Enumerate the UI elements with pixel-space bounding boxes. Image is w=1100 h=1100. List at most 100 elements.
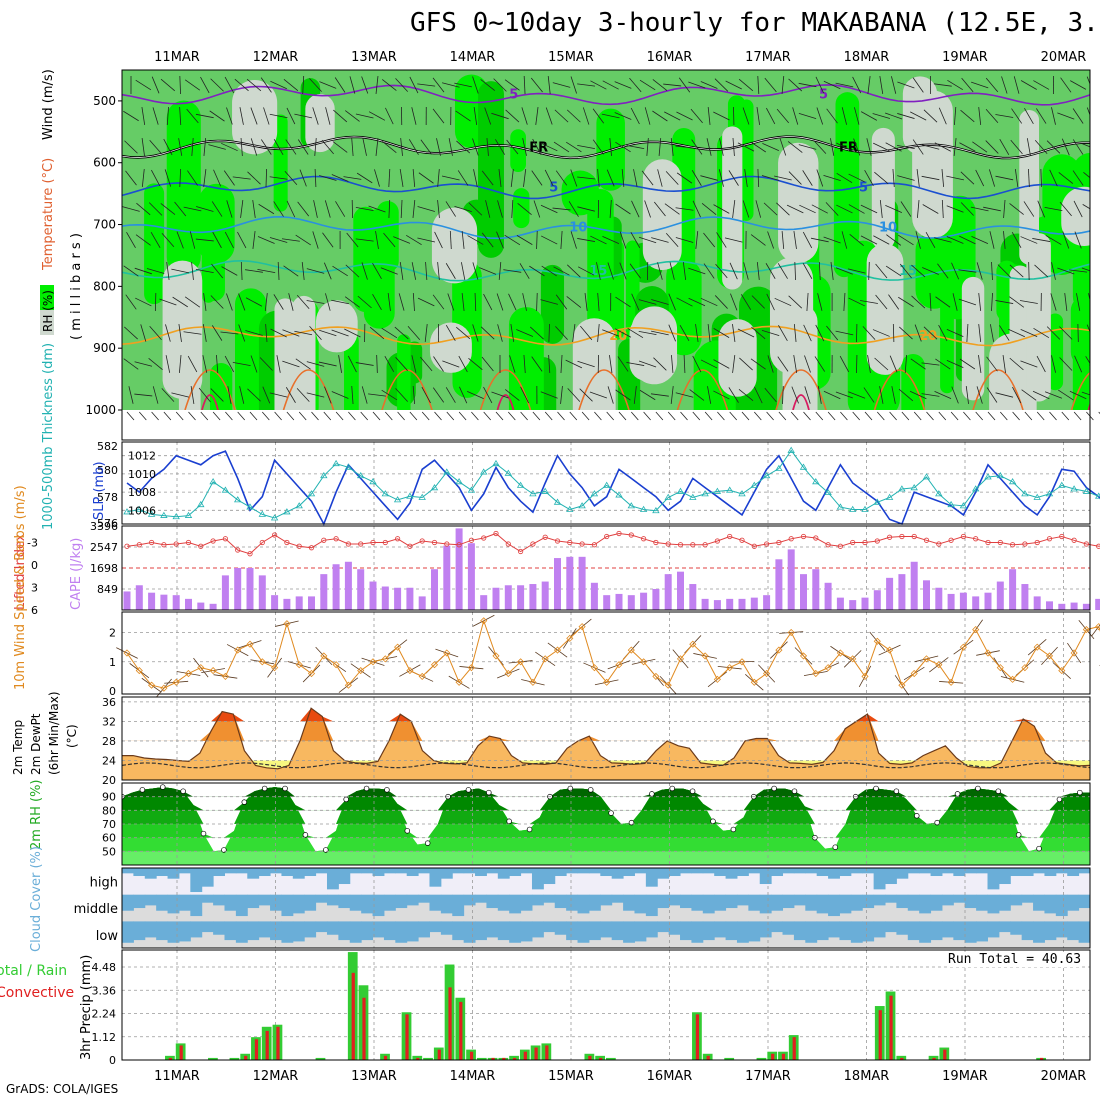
wind-speed-point [135,667,143,675]
thickness-point [824,488,832,496]
lifted-index-point [862,539,868,546]
wind-barb [152,386,159,404]
cape-bar [246,567,254,610]
wind-speed-point [922,655,931,663]
wind-barb [221,266,238,276]
lifted-index-point [604,533,610,540]
cloud-high-bar [406,868,419,877]
cloud-middle-bar [190,894,203,917]
temperature-contour [122,259,1090,282]
wind-barb [441,82,460,88]
cloud-low-bar [201,921,214,933]
wind-barb [375,231,379,249]
wind-barb [191,137,194,157]
wind-barb [179,75,181,95]
wind-barb [1009,296,1025,308]
rh-point [160,784,166,790]
cloud-middle-bar [213,894,225,906]
wind-barb [347,355,357,373]
lifted-index-point [1096,543,1100,549]
lifted-index-point [665,541,671,547]
wind-barb [536,292,538,312]
wind-barb [190,386,195,404]
wind-barb [897,81,915,89]
wind-barb [355,238,374,242]
wind-barb [952,293,958,311]
wind-barb [615,141,631,153]
thickness-point [1082,487,1091,494]
wind-barb [788,295,803,309]
precip-tick: 1.12 [92,1031,117,1044]
cloud-middle-bar [292,894,305,914]
cloud-low-bar [531,921,544,938]
wind-barb [535,107,539,125]
wind-barb [250,107,258,125]
wind-barb [848,297,865,307]
cape-bar [271,595,279,610]
wind-barb [179,106,182,126]
wind-barb [713,111,730,121]
wind-speed-point [886,646,894,654]
cape-bar [824,582,832,610]
cloud-middle-bar [338,894,351,909]
wind-barb [282,360,300,368]
cloud-low-bar [850,921,863,943]
cape-bar [640,592,648,610]
wind-speed-point [1033,643,1041,651]
wind-barb [511,199,514,219]
wind-barb [691,139,703,155]
wind-barb [146,268,165,274]
wind-barb [714,295,728,309]
wind-barb [1070,80,1087,90]
wind-barb [657,262,663,280]
temperature-axis-label: (6hr Min/Max) [47,692,61,776]
wind-speed-point [529,678,537,686]
wind-barb [946,205,964,213]
wind-barb [692,200,701,218]
wind-barb [860,204,878,214]
wind-barb [480,79,495,91]
lifted-index-point [370,539,376,546]
wind-barb [454,82,472,88]
rh-moist-cell [273,114,288,212]
wind-barb [211,325,223,341]
cloud-low-bar [566,921,579,941]
wind-barb [577,176,596,180]
cloud-low-bar [486,921,499,938]
precip-convective-bar [362,997,366,1060]
thickness-point [984,473,992,480]
cloud-middle-bar [235,894,248,917]
wind-barb [817,386,822,404]
wind-barb [798,82,817,88]
wind-barb [555,170,568,186]
cloud-low-bar [725,921,738,941]
wind-barb [299,169,307,187]
wind-barb [284,171,298,185]
cape-tick: 1698 [90,562,118,575]
wind-barb [750,141,767,153]
surface-barb [999,411,1008,421]
rh-legend-swatch [40,310,54,335]
wind-barb [718,169,724,187]
thickness-axis-label: 1000-500mb Thickness (dm) [41,343,56,530]
wind-barb [519,263,530,279]
date-label-bottom: 15MAR [548,1069,594,1084]
wind-barb [245,269,263,273]
wind-speed-point [836,649,844,657]
wind-barb [461,262,466,280]
wind-barb [719,138,724,156]
wind-barb [250,355,258,373]
wind-barb [183,206,202,212]
precip-convective-bar [244,1055,248,1060]
cape-bar [148,592,156,610]
wind-barb [424,324,428,342]
date-label-bottom: 19MAR [942,1069,988,1084]
wind-barb [1096,328,1100,339]
wind-barb [224,76,235,94]
wind-tick: 1 [109,656,116,669]
slp-tick: 1010 [128,468,156,481]
cloud-low-bar [554,921,567,935]
cape-bar [431,569,438,610]
wind-barb [848,173,865,183]
wind-barb [517,202,532,216]
